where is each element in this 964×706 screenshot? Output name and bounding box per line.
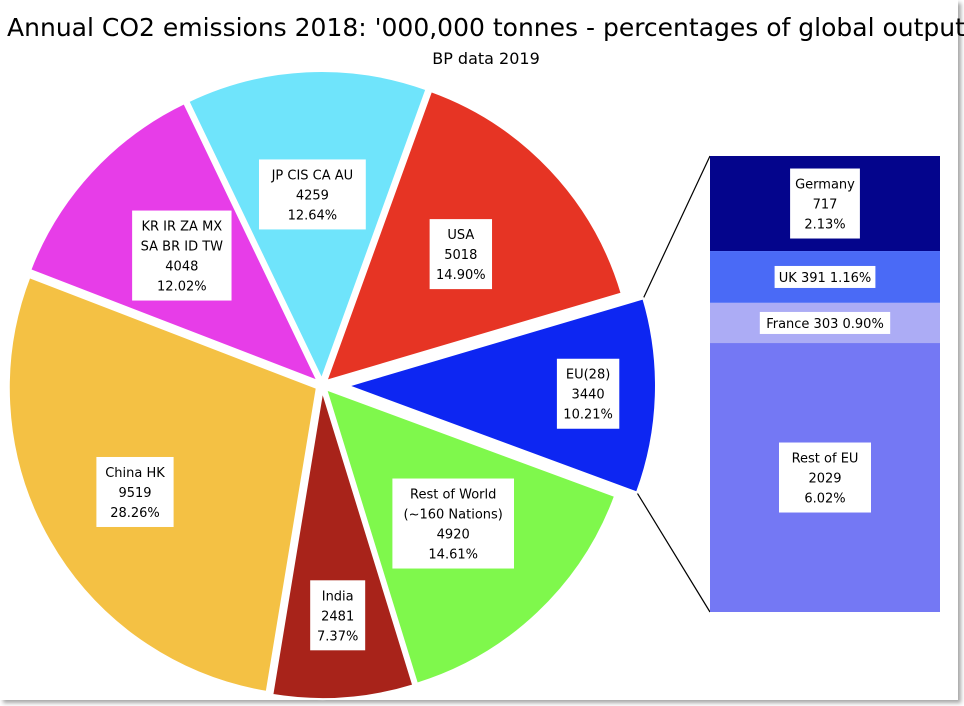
connector-top	[642, 155, 711, 299]
bar-segment-rest-of-eu-label-percent: 6.02%	[804, 492, 845, 507]
breakdown-connectors	[636, 155, 711, 613]
slice-rest-of-world-160-nations-label-value: 4920	[437, 528, 470, 543]
bar-segment-rest-of-eu-label-value: 2029	[808, 472, 841, 487]
bar-segment-germany-label-percent: 2.13%	[804, 218, 845, 233]
slice-kr-ir-za-mx-sa-br-id-tw-label-box	[132, 210, 232, 301]
slice-usa-label-value: 5018	[444, 248, 477, 263]
slice-jp-cis-ca-au-label-value: 4259	[296, 188, 329, 203]
bar-segment-uk-label: UK 391 1.16%	[774, 265, 876, 288]
slice-china-hk-label: China HK 9519 28.26%	[96, 456, 174, 527]
slice-rest-of-world-160-nations-label-label: (~160 Nations)	[404, 508, 503, 523]
slice-usa-label: USA 5018 14.90%	[429, 219, 493, 290]
slice-india	[271, 390, 415, 700]
bar-segment-uk-value: 391	[797, 271, 826, 286]
slice-eu-28-label-box	[556, 358, 620, 429]
slice-usa-label-percent: 14.90%	[436, 268, 486, 283]
slice-usa-label-label: USA	[447, 228, 474, 243]
bar-segment-germany-label-label: Germany	[795, 178, 855, 193]
bar-segment-france-label-text: France 303 0.90%	[766, 317, 884, 332]
slice-kr-ir-za-mx-sa-br-id-tw-label-label: SA BR ID TW	[141, 240, 224, 255]
bar-segment-germany-label: Germany 717 2.13%	[790, 168, 860, 239]
slice-rest-of-world-160-nations-label-box	[392, 478, 515, 569]
slice-rest-of-world-160-nations-label-percent: 14.61%	[428, 548, 478, 563]
bar-segment-france-percent: 0.90%	[838, 317, 883, 332]
slice-eu-28-label-percent: 10.21%	[563, 408, 613, 423]
chart-title: Annual CO2 emissions 2018: '000,000 tonn…	[7, 13, 964, 42]
bar-segment-germany-label-value: 717	[813, 198, 838, 213]
bar-segment-rest-of-eu-label: Rest of EU 2029 6.02%	[779, 442, 871, 513]
slice-jp-cis-ca-au-label-label: JP CIS CA AU	[271, 168, 354, 183]
slice-kr-ir-za-mx-sa-br-id-tw-label: KR IR ZA MX SA BR ID TW 4048 12.02%	[132, 210, 232, 301]
slice-eu-28-label: EU(28) 3440 10.21%	[556, 358, 620, 429]
slice-kr-ir-za-mx-sa-br-id-tw-label-value: 4048	[165, 260, 198, 275]
slice-india-label-percent: 7.37%	[317, 629, 358, 644]
connector-bottom	[636, 492, 711, 613]
chart-subtitle: BP data 2019	[432, 49, 540, 68]
slice-usa-label-box	[429, 219, 493, 290]
bar-segment-france-label: France 303 0.90%	[759, 311, 891, 334]
slice-india-label-label: India	[322, 589, 354, 604]
slice-india-label-value: 2481	[321, 609, 354, 624]
slice-eu-28	[344, 297, 657, 494]
slice-jp-cis-ca-au-label: JP CIS CA AU 4259 12.64%	[258, 159, 366, 230]
bar-segment-france-name: France	[766, 317, 809, 332]
slice-rest-of-world-160-nations-label-label: Rest of World	[410, 488, 496, 503]
bar-segment-uk-label-box	[774, 265, 876, 288]
slice-china-hk-label-percent: 28.26%	[110, 506, 160, 521]
bar-segment-uk-label-text: UK 391 1.16%	[779, 271, 871, 286]
bar-segment-uk-percent: 1.16%	[826, 271, 871, 286]
slice-jp-cis-ca-au-label-box	[258, 159, 366, 230]
slice-jp-cis-ca-au-label-percent: 12.64%	[288, 208, 338, 223]
slice-china-hk-label-box	[96, 456, 174, 527]
bar-segment-germany-label-box	[790, 168, 860, 239]
slice-kr-ir-za-mx-sa-br-id-tw-label-label: KR IR ZA MX	[141, 220, 222, 235]
bar-segment-france-label-box	[759, 311, 891, 334]
slice-eu-28-label-label: EU(28)	[566, 368, 610, 383]
bar-segment-france-value: 303	[809, 317, 838, 332]
slice-china-hk-label-label: China HK	[105, 466, 165, 481]
slice-labels: EU(28) 3440 10.21% Rest of World (~160 Natio…	[96, 159, 891, 651]
bar-segment-rest-of-eu-label-label: Rest of EU	[792, 452, 859, 467]
bar-segment-rest-of-eu-label-box	[779, 442, 871, 513]
slice-kr-ir-za-mx-sa-br-id-tw-label-percent: 12.02%	[157, 280, 207, 295]
slice-china-hk-label-value: 9519	[118, 486, 151, 501]
slice-eu-28-label-value: 3440	[572, 388, 605, 403]
slice-india-label: India 2481 7.37%	[310, 580, 366, 651]
slice-rest-of-world-160-nations-label: Rest of World (~160 Nations) 4920 14.61%	[392, 478, 515, 569]
slice-india-label-box	[310, 580, 366, 651]
bar-segment-uk-name: UK	[779, 271, 798, 286]
